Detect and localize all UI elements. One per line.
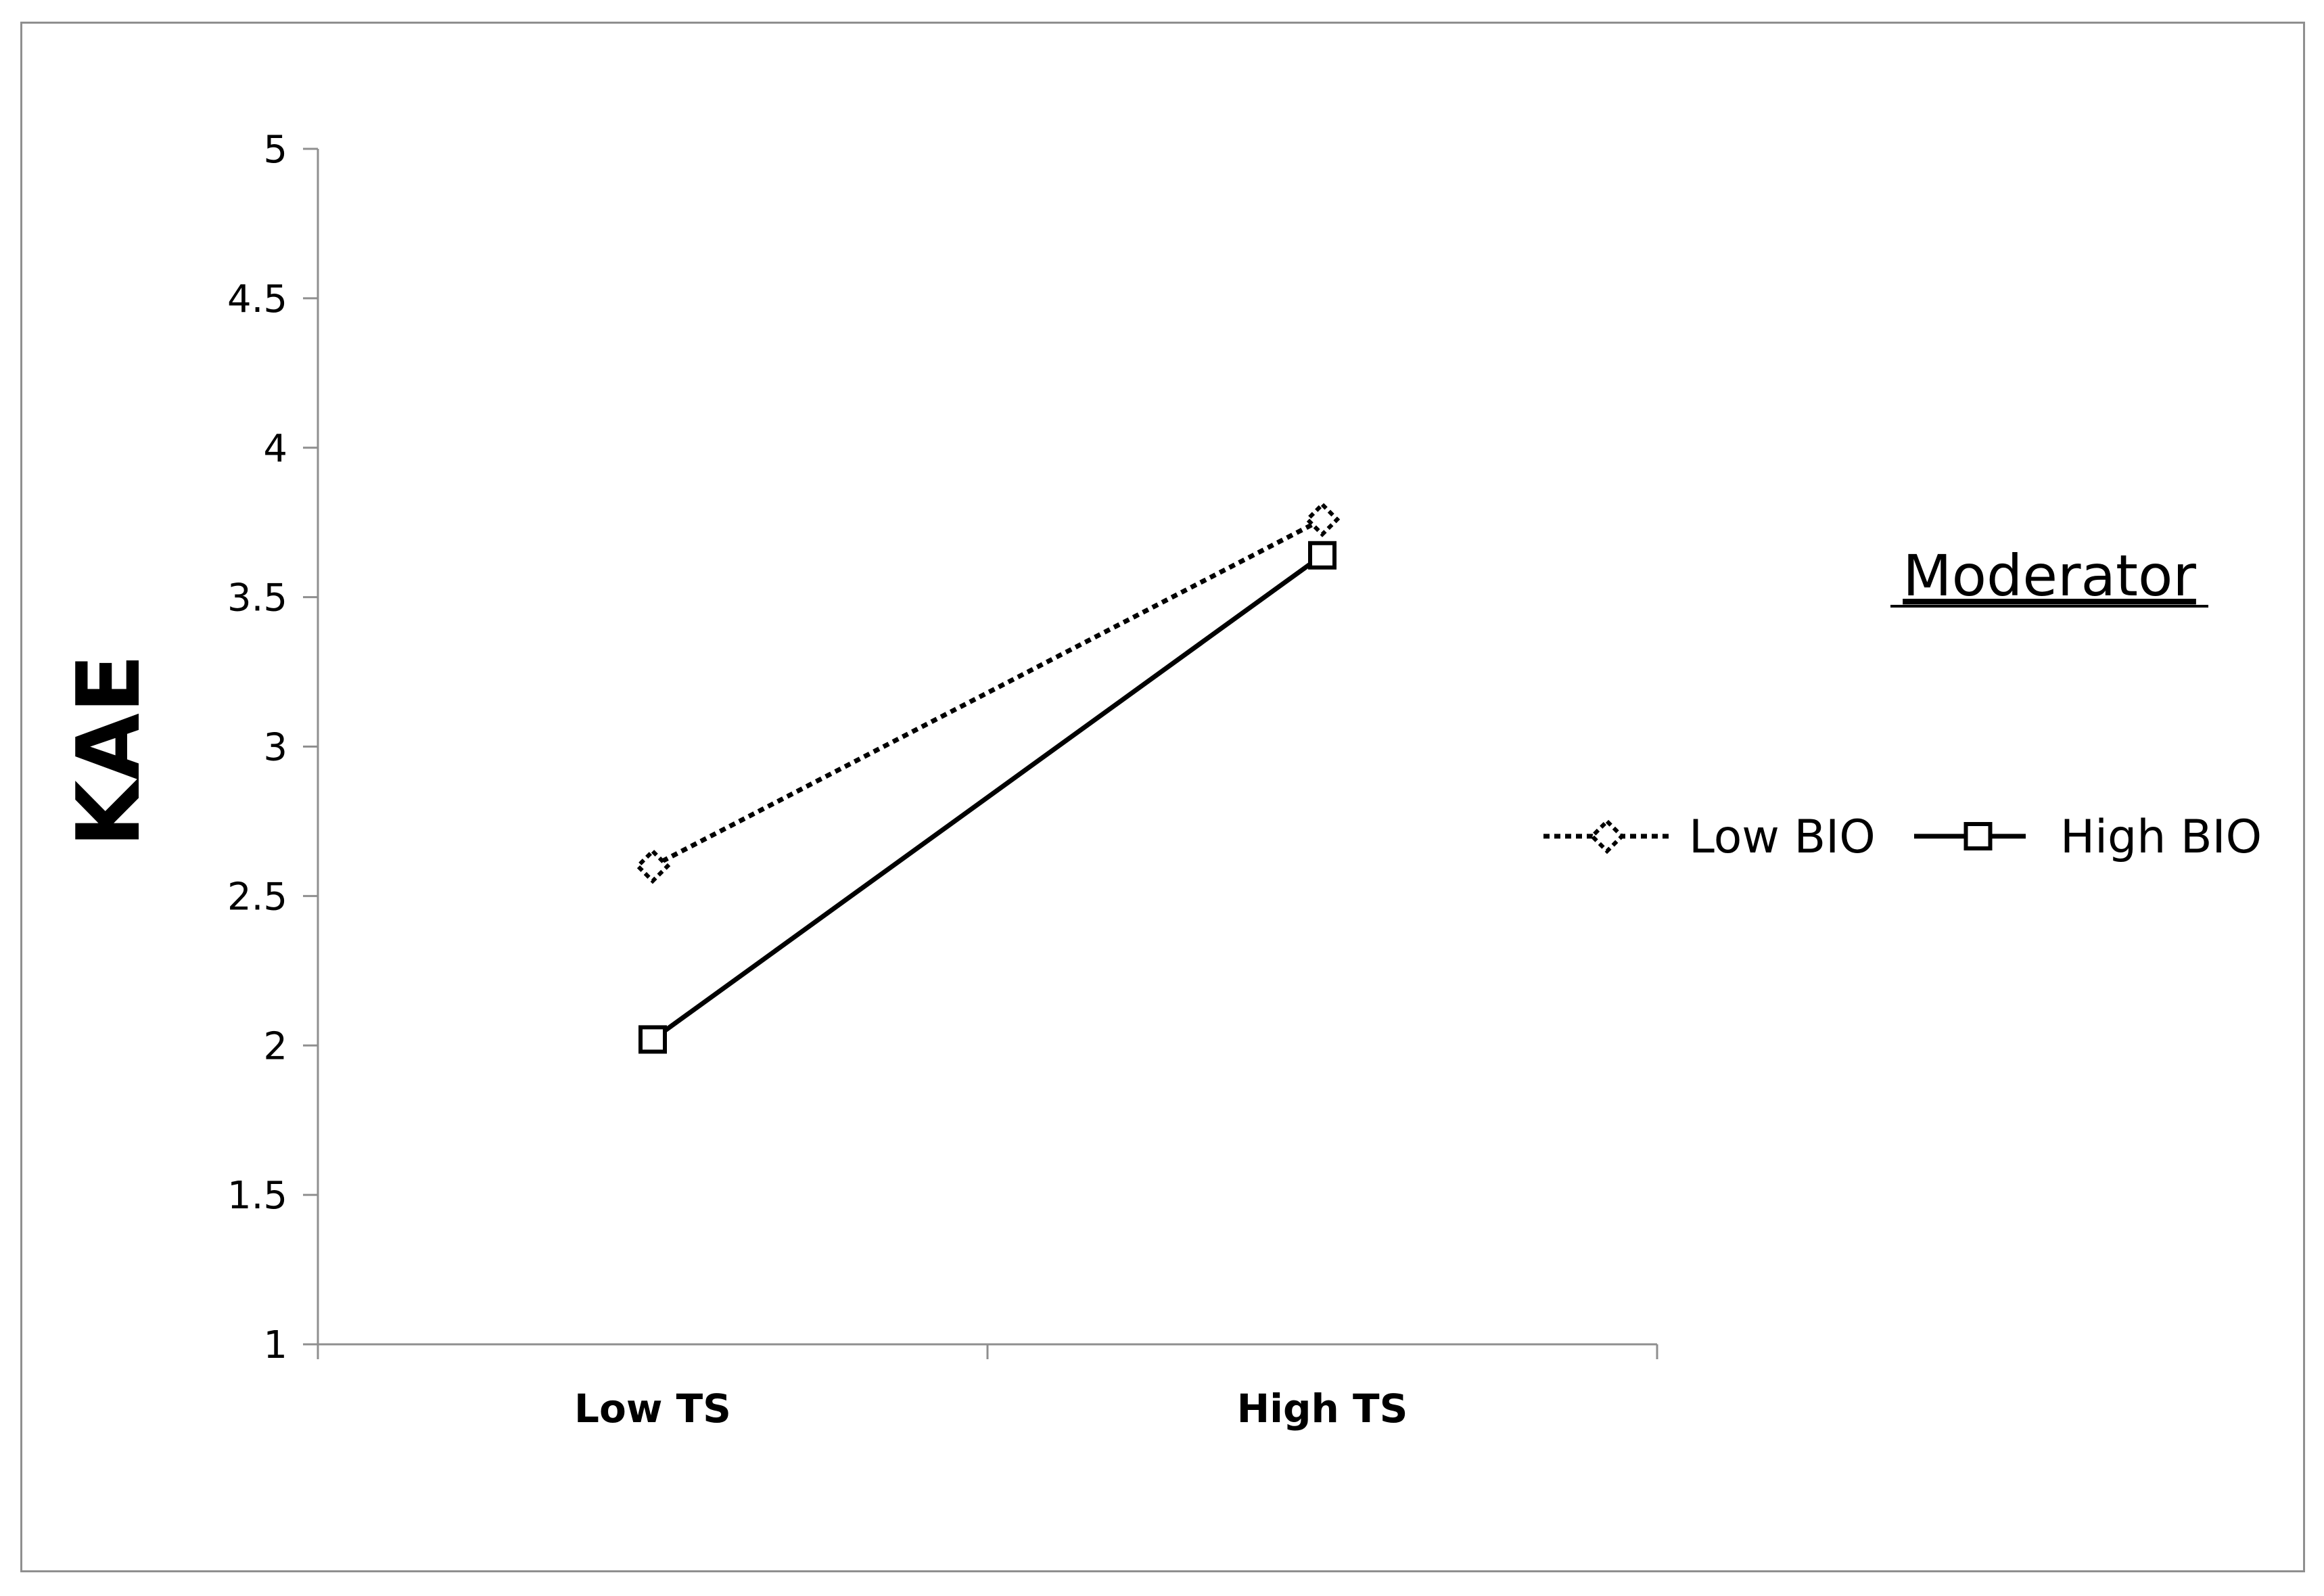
y-tick-label: 2 [263, 1024, 287, 1068]
x-tick-label: Low TS [574, 1386, 731, 1432]
data-point-low-bio [1304, 501, 1341, 538]
series-group [634, 501, 1341, 1054]
y-tick-label: 5 [263, 128, 287, 172]
y-ticks: 1 1.5 2 2.5 3 3.5 4 4.5 5 [227, 128, 318, 1367]
series-line-high-bio [651, 553, 1324, 1042]
legend-marker-low-bio [1589, 818, 1625, 854]
y-tick-label: 2.5 [227, 875, 287, 919]
y-tick-label: 1.5 [227, 1174, 287, 1218]
data-point-high-bio [638, 1025, 667, 1054]
axes [317, 149, 1657, 1346]
y-tick-label: 3.5 [227, 576, 287, 620]
legend-marker-high-bio [1963, 822, 1993, 850]
y-tick-label: 4 [263, 427, 287, 471]
data-point-low-bio [634, 848, 671, 884]
y-tick-label: 1 [263, 1323, 287, 1367]
chart-frame [20, 22, 2305, 1572]
y-axis-label: KAE [59, 654, 160, 848]
legend-label-high-bio: High BIO [2060, 811, 2262, 864]
legend-title: Moderator [1903, 543, 2196, 609]
legend-label-low-bio: Low BIO [1689, 811, 1876, 864]
series-line-low-bio [651, 517, 1324, 869]
x-ticks: Low TS High TS [317, 1344, 1658, 1432]
x-tick-label: High TS [1237, 1386, 1408, 1432]
y-tick-label: 3 [263, 726, 287, 770]
y-tick-label: 4.5 [227, 277, 287, 321]
legend: Moderator Low BIO High BIO [1543, 543, 2262, 864]
data-point-high-bio [1308, 541, 1337, 570]
